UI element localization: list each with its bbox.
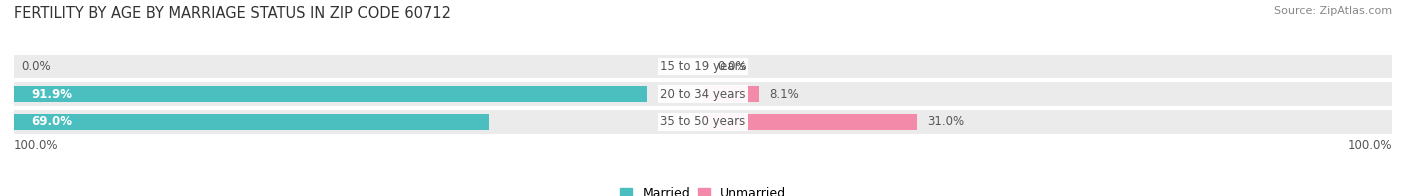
Bar [14,55,1392,78]
Legend: Married, Unmarried: Married, Unmarried [614,182,792,196]
Text: 69.0%: 69.0% [31,115,72,128]
Text: 15 to 19 years: 15 to 19 years [661,60,745,73]
Text: Source: ZipAtlas.com: Source: ZipAtlas.com [1274,6,1392,16]
Text: 8.1%: 8.1% [769,88,799,101]
Text: 0.0%: 0.0% [21,60,51,73]
Text: 100.0%: 100.0% [1347,139,1392,152]
Text: FERTILITY BY AGE BY MARRIAGE STATUS IN ZIP CODE 60712: FERTILITY BY AGE BY MARRIAGE STATUS IN Z… [14,6,451,21]
Text: 31.0%: 31.0% [927,115,965,128]
Text: 35 to 50 years: 35 to 50 years [661,115,745,128]
Bar [14,83,1392,106]
Bar [14,114,489,130]
Text: 91.9%: 91.9% [31,88,72,101]
Bar [14,86,647,102]
Text: 20 to 34 years: 20 to 34 years [661,88,745,101]
Bar [14,110,1392,133]
Text: 0.0%: 0.0% [717,60,747,73]
Text: 100.0%: 100.0% [14,139,59,152]
Bar [703,86,759,102]
Bar [703,114,917,130]
